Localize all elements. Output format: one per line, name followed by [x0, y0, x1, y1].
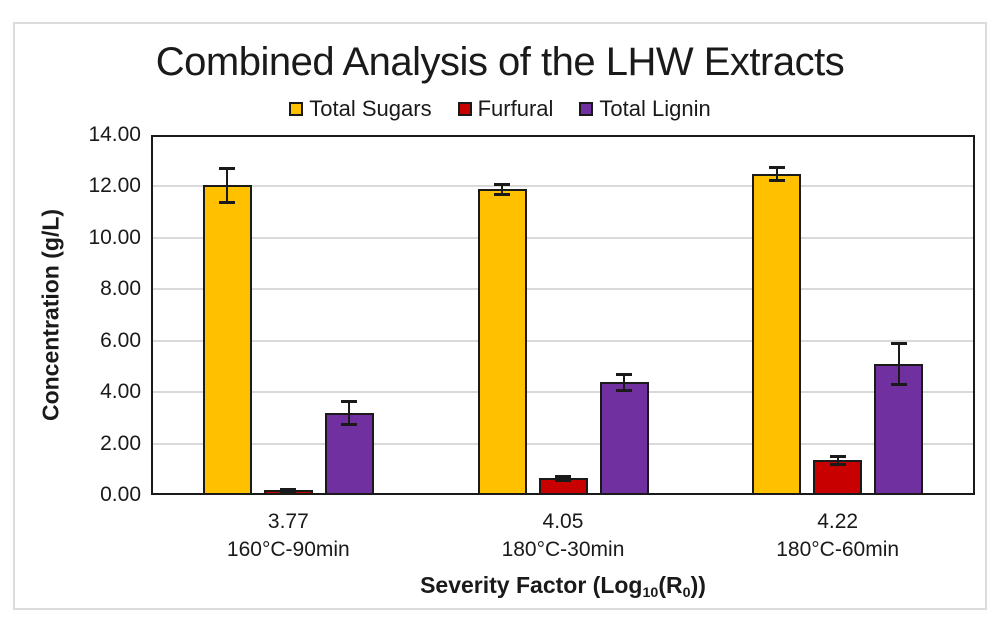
- error-bar-cap: [890, 383, 907, 387]
- y-tick-label-2.00: 2.00: [100, 431, 141, 455]
- plot-area: [151, 135, 975, 495]
- x-category-label-3.77: 3.77 160°C-90min: [151, 508, 426, 564]
- legend-item-furfural: Furfural: [457, 96, 554, 122]
- bar-total-sugars-3.77: [202, 185, 252, 495]
- y-tick-label-4.00: 4.00: [100, 380, 141, 404]
- chart-legend: Total Sugars Furfural Total Lignin: [15, 96, 985, 122]
- error-bar-line: [501, 183, 503, 195]
- error-bar-cap: [280, 490, 297, 494]
- x-axis-title-sub0: 0: [682, 584, 691, 601]
- chart-figure: Combined Analysis of the LHW Extracts To…: [13, 22, 987, 610]
- error-bar-cap: [616, 388, 632, 392]
- bar-total-sugars-4.22: [752, 173, 802, 495]
- chart-title: Combined Analysis of the LHW Extracts: [155, 40, 845, 84]
- error-bar-line: [226, 168, 229, 202]
- error-bar-line: [562, 476, 564, 481]
- gridline-6: [153, 339, 973, 342]
- error-bar-cap: [341, 423, 358, 427]
- error-bar-cap: [829, 455, 846, 459]
- error-bar-cap: [219, 200, 236, 204]
- x-category-label-4.05: 4.05 180°C-30min: [426, 508, 701, 564]
- x-category-labels: 3.77 160°C-90min 4.05 180°C-30min 4.22 180°C-…: [151, 508, 975, 566]
- error-bar-cap: [280, 487, 297, 491]
- x-axis-title: Severity Factor (Log10(R0)): [151, 572, 975, 601]
- error-bar-cap: [555, 479, 571, 483]
- gridline-8: [153, 288, 973, 291]
- error-bar-cap: [555, 475, 571, 479]
- y-axis-title: Concentration (g/L): [37, 208, 64, 422]
- x-axis-title-sub10: 10: [642, 584, 659, 601]
- legend-label: Total Sugars: [309, 96, 432, 121]
- gridline-2: [153, 442, 973, 445]
- legend-label: Total Lignin: [599, 96, 711, 121]
- severity-value: 4.22: [817, 510, 859, 533]
- severity-value: 4.05: [542, 510, 584, 533]
- y-tick-label-14.00: 14.00: [88, 123, 141, 146]
- y-tick-label-8.00: 8.00: [100, 277, 141, 301]
- bar-furfural-4.22: [813, 460, 863, 495]
- error-bar-line: [775, 167, 778, 180]
- error-bar-cap: [219, 167, 236, 171]
- error-bar-line: [623, 374, 625, 390]
- legend-swatch-total-lignin: [579, 102, 594, 116]
- error-bar-line: [836, 456, 839, 465]
- x-axis-title-suffix: )): [690, 572, 706, 598]
- legend-swatch-furfural: [457, 102, 472, 116]
- legend-swatch-total-sugars: [289, 102, 304, 116]
- bar-total-lignin-3.77: [324, 412, 374, 495]
- y-tick-label-6.00: 6.00: [100, 328, 141, 352]
- bar-total-sugars-4.05: [477, 189, 527, 495]
- condition-label: 180°C-30min: [501, 538, 625, 561]
- error-bar-cap: [494, 182, 510, 186]
- error-bar-cap: [616, 373, 632, 377]
- y-tick-label-12.00: 12.00: [88, 174, 141, 198]
- error-bar-line: [348, 401, 351, 425]
- gridline-12: [153, 185, 973, 188]
- y-tick-label-0.00: 0.00: [100, 483, 141, 506]
- error-bar-line: [897, 343, 900, 385]
- y-tick-label-10.00: 10.00: [88, 225, 141, 249]
- severity-value: 3.77: [267, 510, 309, 533]
- gridline-4: [153, 391, 973, 394]
- x-axis-title-mid: (R: [658, 572, 683, 598]
- error-bar-cap: [768, 179, 785, 182]
- error-bar-cap: [768, 166, 785, 170]
- x-axis-title-prefix: Severity Factor (Log: [420, 572, 643, 598]
- condition-label: 160°C-90min: [226, 538, 350, 561]
- legend-label: Furfural: [477, 96, 554, 121]
- gridline-10: [153, 236, 973, 239]
- error-bar-cap: [494, 193, 510, 197]
- legend-item-total-lignin: Total Lignin: [579, 96, 711, 122]
- legend-item-total-sugars: Total Sugars: [289, 96, 432, 122]
- error-bar-cap: [890, 342, 907, 346]
- x-category-label-4.22: 4.22 180°C-60min: [700, 508, 975, 564]
- error-bar-cap: [829, 463, 846, 467]
- error-bar-cap: [341, 400, 358, 404]
- bar-total-lignin-4.05: [599, 381, 649, 495]
- condition-label: 180°C-60min: [776, 538, 900, 561]
